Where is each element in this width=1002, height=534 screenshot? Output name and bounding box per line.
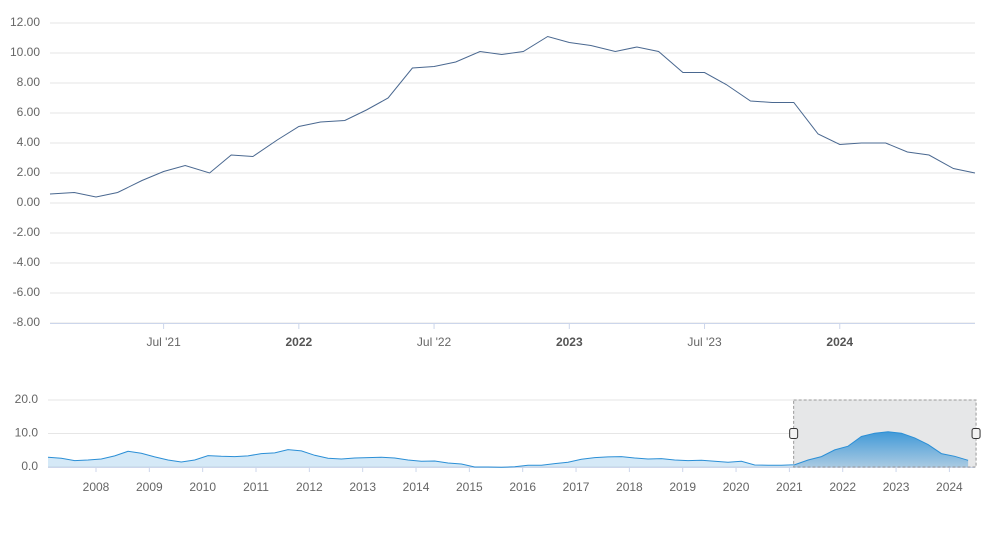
x-tick-label: 2022 bbox=[285, 335, 312, 349]
x-tick-label: 2008 bbox=[83, 480, 110, 494]
x-tick-label: 2011 bbox=[243, 480, 269, 494]
x-tick-label: 2019 bbox=[669, 480, 696, 494]
y-tick-label: 2.00 bbox=[17, 165, 41, 179]
x-tick-label: 2021 bbox=[776, 480, 803, 494]
y-tick-label: -2.00 bbox=[13, 225, 41, 239]
y-tick-label: -6.00 bbox=[13, 285, 41, 299]
data-line bbox=[47, 431, 969, 468]
y-tick-label: 8.00 bbox=[17, 75, 41, 89]
x-tick-label: Jul '23 bbox=[687, 335, 722, 349]
y-tick-label: 12.00 bbox=[10, 15, 40, 29]
y-tick-label: -4.00 bbox=[13, 255, 41, 269]
x-tick-label: 2023 bbox=[883, 480, 910, 494]
data-area bbox=[48, 431, 969, 468]
navigator-handle[interactable] bbox=[971, 428, 981, 439]
x-tick-label: Jul '22 bbox=[417, 335, 452, 349]
y-tick-label: -8.00 bbox=[13, 315, 41, 329]
y-tick-label: 10.00 bbox=[10, 45, 40, 59]
x-tick-label: 2020 bbox=[723, 480, 750, 494]
x-tick-label: 2024 bbox=[826, 335, 853, 349]
y-tick-label: 6.00 bbox=[17, 105, 41, 119]
data-line bbox=[49, 35, 976, 198]
x-tick-label: 2010 bbox=[189, 480, 216, 494]
selected-area bbox=[793, 431, 969, 467]
y-tick-label: 0.0 bbox=[21, 459, 38, 473]
x-tick-label: 2009 bbox=[136, 480, 163, 494]
x-tick-label: 2015 bbox=[456, 480, 483, 494]
x-tick-label: 2018 bbox=[616, 480, 643, 494]
x-tick-label: 2024 bbox=[936, 480, 963, 494]
navigator-handle[interactable] bbox=[789, 428, 799, 439]
y-tick-label: 0.00 bbox=[17, 195, 41, 209]
x-tick-label: 2012 bbox=[296, 480, 323, 494]
x-tick-label: 2017 bbox=[563, 480, 590, 494]
x-tick-label: 2023 bbox=[556, 335, 583, 349]
y-tick-label: 20.0 bbox=[15, 392, 39, 406]
x-tick-label: 2016 bbox=[509, 480, 536, 494]
y-tick-label: 10.0 bbox=[15, 426, 39, 440]
x-tick-label: 2013 bbox=[349, 480, 376, 494]
y-tick-label: 4.00 bbox=[17, 135, 41, 149]
x-tick-label: Jul '21 bbox=[146, 335, 181, 349]
x-tick-label: 2014 bbox=[403, 480, 430, 494]
x-tick-label: 2022 bbox=[829, 480, 856, 494]
